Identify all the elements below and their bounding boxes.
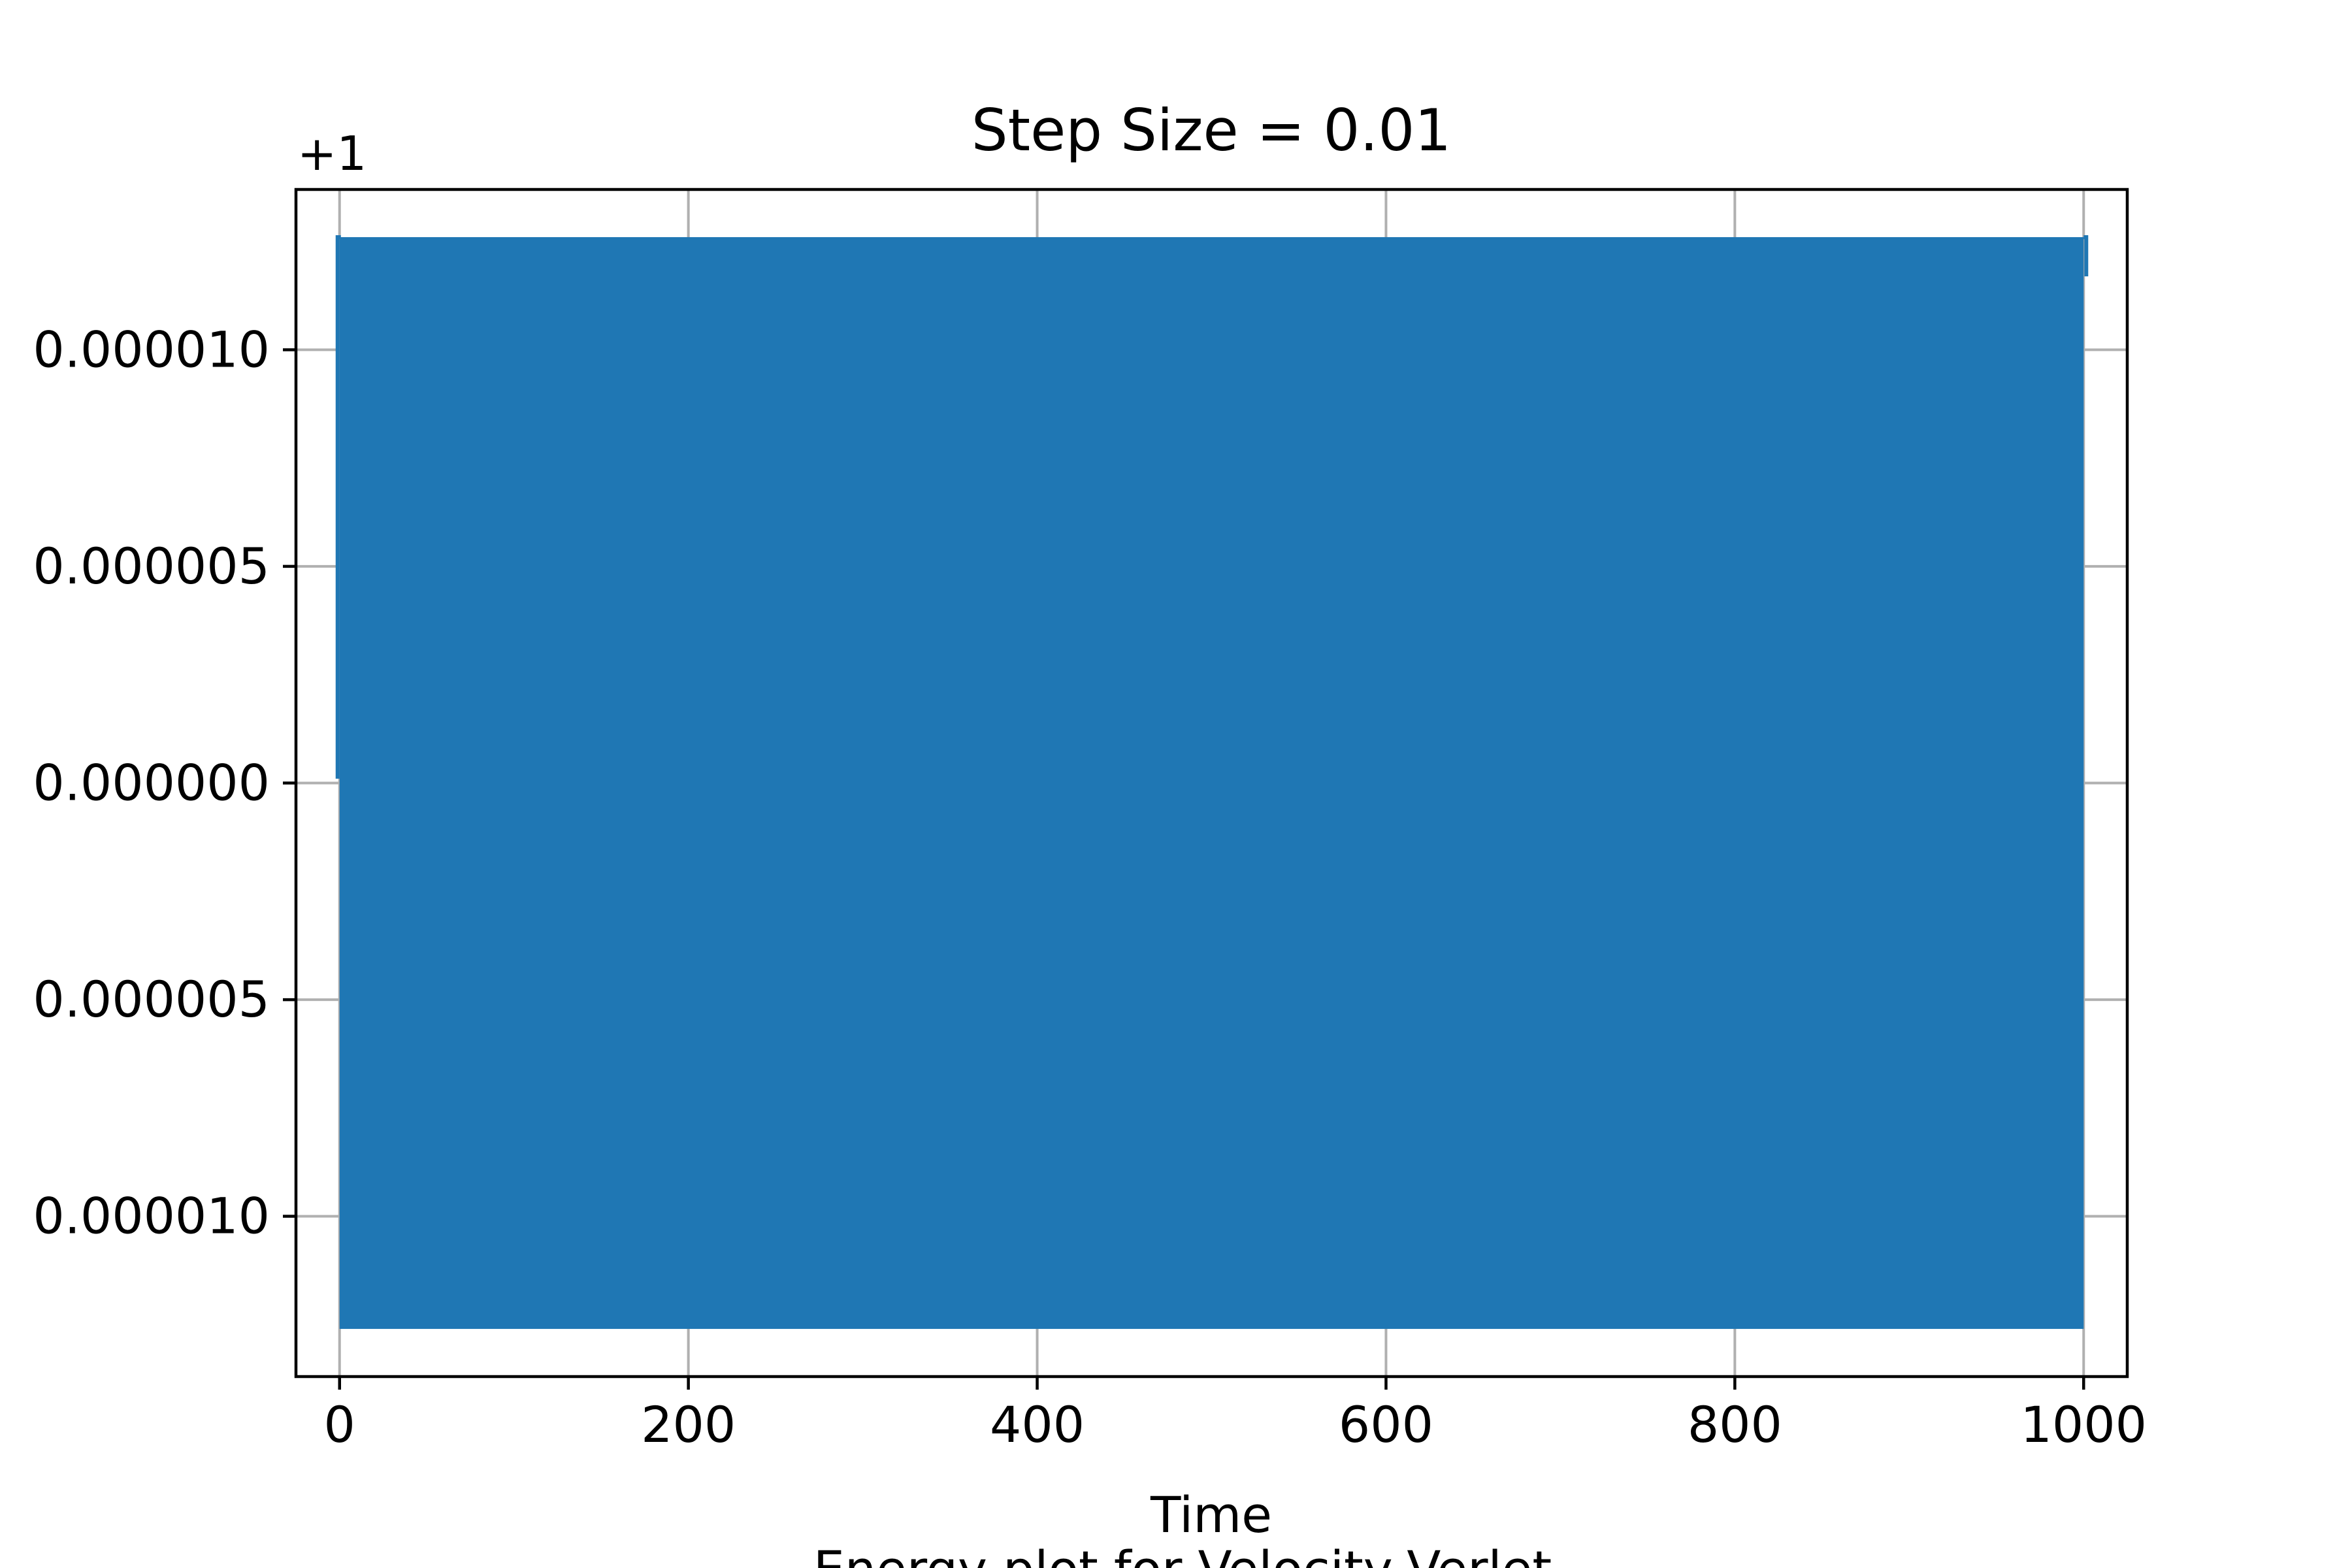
energy-series-end	[2083, 235, 2089, 276]
energy-series-start	[335, 235, 341, 779]
y-axis-ticks: 0.000010 0.000005 0.000000 0.000005 0.000010	[33, 320, 296, 1245]
x-tick-label: 800	[1688, 1396, 1782, 1454]
series-layer	[335, 235, 2089, 1330]
x-tick-label: 200	[641, 1396, 736, 1454]
x-tick-label: 600	[1339, 1396, 1433, 1454]
y-tick-label: 0.000010	[33, 1187, 270, 1245]
chart-caption: Energy plot for Velocity-Verlet	[813, 1540, 1552, 1568]
y-tick-label: 0.000000	[33, 754, 270, 812]
x-axis-ticks: 0 200 400 600 800 1000	[324, 1377, 2147, 1454]
y-tick-label: 0.000010	[33, 320, 270, 378]
y-tick-label: 0.000005	[33, 970, 270, 1028]
x-axis-label: Time	[1150, 1486, 1272, 1544]
chart-title: Step Size = 0.01	[972, 97, 1452, 164]
y-tick-label: 0.000005	[33, 537, 270, 595]
x-tick-label: 400	[990, 1396, 1085, 1454]
x-tick-label: 1000	[2021, 1396, 2147, 1454]
energy-series-band	[339, 237, 2084, 1330]
x-tick-label: 0	[324, 1396, 355, 1454]
y-offset-label: +1	[297, 126, 367, 181]
